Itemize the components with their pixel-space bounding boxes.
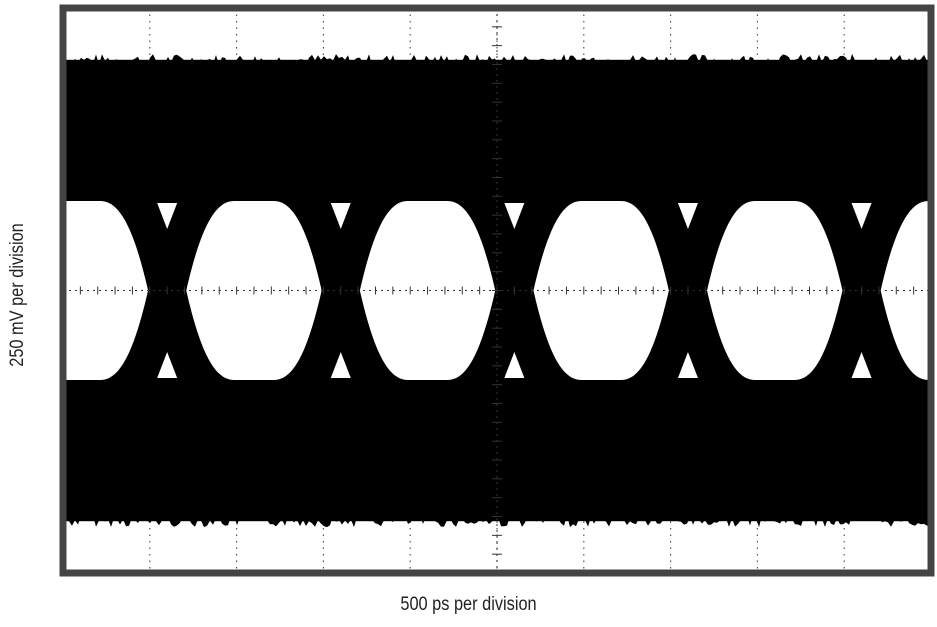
- crossing-gap-top: [330, 203, 351, 230]
- crossing-gap-top: [504, 203, 525, 230]
- crossing-gap-bottom: [330, 351, 351, 378]
- eye-opening: [880, 201, 937, 380]
- plot-frame: [59, 4, 935, 577]
- trace-noise-edge-bottom: [63, 511, 931, 528]
- crossing-gap-bottom: [851, 351, 872, 378]
- crossing-gap-bottom: [157, 351, 178, 378]
- trace-noise-edge-top: [63, 53, 931, 70]
- eye-trace: [12, 53, 937, 528]
- x-axis-label: 500 ps per division: [400, 594, 537, 615]
- crossing-gap-bottom: [677, 351, 698, 378]
- crossing-gap-top: [677, 203, 698, 230]
- crossing-gap-top: [157, 203, 178, 230]
- crossing-gap-bottom: [504, 351, 525, 378]
- graticule-center-ticks: [62, 7, 932, 574]
- crossing-gap-top: [851, 203, 872, 230]
- y-axis-label: 250 mV per division: [7, 223, 28, 367]
